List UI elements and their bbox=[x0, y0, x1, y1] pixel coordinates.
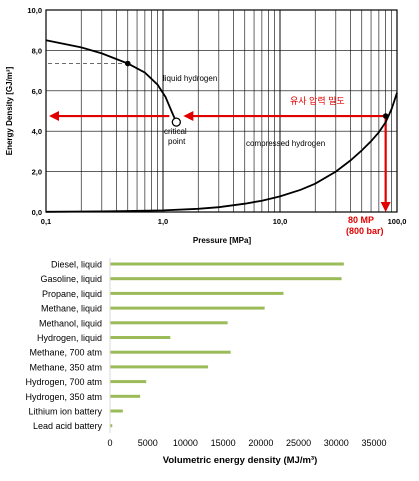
bar bbox=[110, 306, 265, 310]
compressed-hydrogen-label: compressed hydrogen bbox=[246, 139, 325, 148]
category-label: Methanol, liquid bbox=[39, 318, 102, 328]
y-tick-label: 2,0 bbox=[32, 168, 42, 177]
x-tick-labels: 0 5000 10000 15000 20000 25000 30000 35000 bbox=[107, 438, 386, 448]
x-tick-label: 100,0 bbox=[388, 217, 407, 226]
bar bbox=[110, 350, 231, 354]
curves bbox=[45, 39, 398, 213]
x-tick-label: 10,0 bbox=[273, 217, 288, 226]
liquid-hydrogen-curve bbox=[45, 39, 178, 123]
y-tick-labels: 0,0 2,0 4,0 6,0 8,0 10,0 bbox=[27, 6, 42, 217]
critical-point-label-line2: point bbox=[168, 137, 186, 146]
category-label: Hydrogen, liquid bbox=[37, 333, 102, 343]
pressure-label-line1: 80 MP bbox=[348, 215, 374, 225]
critical-point-label-line1: critical bbox=[164, 127, 187, 136]
bar bbox=[110, 380, 147, 384]
category-label: Lead acid battery bbox=[33, 421, 103, 431]
data-point-marker bbox=[124, 60, 131, 67]
category-label: Propane, liquid bbox=[42, 289, 102, 299]
y-tick-label: 4,0 bbox=[32, 127, 42, 136]
pressure-label-line2: (800 bar) bbox=[346, 226, 384, 236]
x-tick-label: 20000 bbox=[248, 438, 273, 448]
category-label: Hydrogen, 350 atm bbox=[25, 392, 102, 402]
category-label: Diesel, liquid bbox=[51, 260, 102, 270]
x-tick-label: 0,1 bbox=[41, 217, 51, 226]
energy-density-pressure-chart: 0,0 2,0 4,0 6,0 8,0 10,0 0,1 1,0 10,0 100,0 Ener… bbox=[5, 6, 407, 245]
red-arrowhead-left bbox=[49, 111, 59, 122]
bar bbox=[110, 424, 113, 428]
x-tick-label: 5000 bbox=[138, 438, 158, 448]
x-tick-label: 0 bbox=[107, 438, 112, 448]
density-range-label: 유사 압력 밀도 bbox=[290, 95, 345, 106]
plot-area bbox=[45, 9, 398, 213]
x-tick-label: 25000 bbox=[286, 438, 311, 448]
y-tick-label: 0,0 bbox=[32, 208, 42, 217]
y-tick-label: 10,0 bbox=[27, 6, 42, 15]
y-tick-label: 6,0 bbox=[32, 87, 42, 96]
bar bbox=[110, 409, 123, 413]
red-arrowhead-right bbox=[183, 111, 194, 122]
x-tick-label: 15000 bbox=[211, 438, 236, 448]
category-label: Hydrogen, 700 atm bbox=[25, 377, 102, 387]
critical-point-marker bbox=[171, 117, 181, 127]
category-label: Methane, liquid bbox=[41, 304, 102, 314]
marker-points bbox=[124, 60, 389, 127]
bar bbox=[110, 394, 141, 398]
x-axis-label: Pressure [MPa] bbox=[193, 236, 252, 245]
x-tick-label: 10000 bbox=[173, 438, 198, 448]
bars bbox=[110, 262, 344, 428]
category-label: Gasoline, liquid bbox=[40, 274, 102, 284]
liquid-hydrogen-label: liquid hydrogen bbox=[163, 74, 217, 83]
category-label: Lithium ion battery bbox=[28, 407, 102, 417]
bar bbox=[110, 336, 171, 339]
y-axis-label: Energy Density [GJ/m³] bbox=[5, 66, 14, 155]
bar bbox=[110, 277, 342, 281]
y-tick-label: 8,0 bbox=[32, 46, 42, 55]
red-arrowhead-down bbox=[380, 202, 391, 212]
x-axis-label: Volumetric energy density (MJ/m³) bbox=[163, 455, 318, 466]
bar bbox=[110, 291, 284, 295]
data-point-marker bbox=[382, 113, 389, 119]
bar bbox=[110, 262, 344, 266]
x-tick-label: 1,0 bbox=[158, 217, 168, 226]
bar bbox=[110, 321, 228, 325]
bar bbox=[110, 365, 209, 369]
compressed-hydrogen-curve bbox=[45, 92, 398, 213]
category-label: Methane, 700 atm bbox=[29, 348, 102, 358]
x-tick-label: 35000 bbox=[361, 438, 386, 448]
category-label: Methane, 350 atm bbox=[29, 362, 102, 372]
grid-lines bbox=[46, 10, 397, 212]
x-tick-labels: 0,1 1,0 10,0 100,0 bbox=[41, 217, 407, 226]
annotations bbox=[48, 63, 391, 212]
volumetric-energy-density-chart: Diesel, liquid Gasoline, liquid Propane, l… bbox=[25, 258, 387, 466]
category-labels: Diesel, liquid Gasoline, liquid Propane, l… bbox=[25, 260, 102, 432]
x-tick-label: 30000 bbox=[324, 438, 349, 448]
